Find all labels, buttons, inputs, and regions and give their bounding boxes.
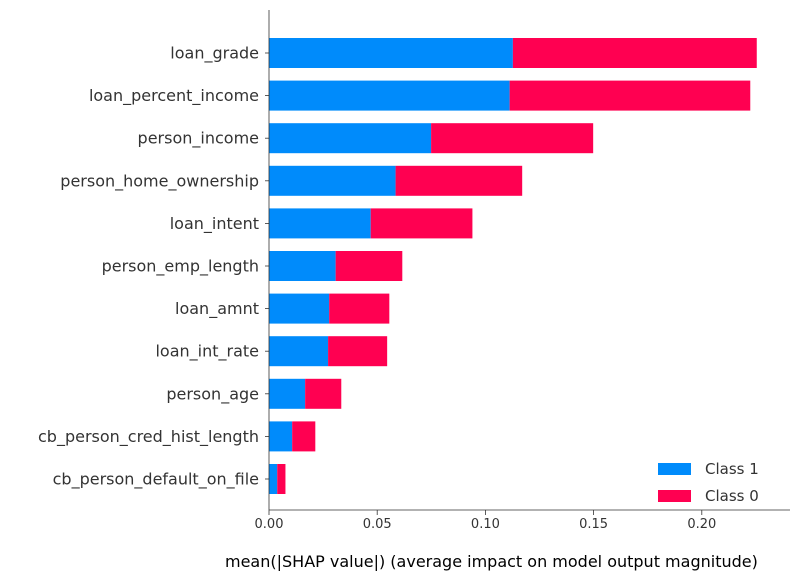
- bar-loan_grade-class-0: [512, 38, 757, 68]
- category-label: cb_person_default_on_file: [53, 470, 259, 490]
- legend-label: Class 0: [705, 487, 759, 505]
- bar-loan_percent_income-class-0: [509, 80, 751, 111]
- bar-cb_person_cred_hist_length-class-0: [292, 421, 316, 452]
- category-label: person_income: [138, 129, 259, 149]
- bar-person_age-class-0: [305, 378, 342, 409]
- bar-loan_grade-class-1: [269, 38, 513, 68]
- bar-loan_percent_income-class-1: [269, 80, 510, 111]
- bar-person_emp_length-class-1: [269, 251, 336, 281]
- category-label: loan_int_rate: [155, 342, 259, 362]
- category-label: person_home_ownership: [60, 171, 259, 191]
- category-label: loan_intent: [170, 214, 259, 234]
- bar-person_income-class-0: [431, 123, 594, 154]
- x-tick-label: 0.20: [687, 517, 716, 532]
- legend: Class 1 Class 0: [658, 460, 759, 505]
- bar-cb_person_default_on_file-class-1: [269, 464, 278, 494]
- bar-loan_intent-class-0: [370, 208, 473, 239]
- bar-cb_person_cred_hist_length-class-1: [269, 421, 293, 452]
- x-tick-label: 0.05: [363, 517, 392, 532]
- category-label: loan_amnt: [175, 299, 259, 319]
- x-tick-label: 0.10: [471, 517, 500, 532]
- bar-person_emp_length-class-0: [335, 251, 403, 281]
- bar-loan_int_rate-class-1: [269, 336, 329, 367]
- category-label: loan_percent_income: [89, 86, 259, 106]
- category-labels: loan_grade loan_percent_income person_inco…: [38, 44, 269, 490]
- category-label: person_emp_length: [102, 257, 259, 277]
- x-tick-label: 0.15: [579, 517, 608, 532]
- bar-person_home_ownership-class-1: [269, 165, 396, 196]
- bar-cb_person_default_on_file-class-0: [277, 464, 286, 494]
- bar-loan_intent-class-1: [269, 208, 371, 239]
- category-label: person_age: [166, 384, 259, 404]
- x-tick-label: 0.00: [255, 517, 284, 532]
- bars-group: [269, 38, 757, 494]
- bar-person_income-class-1: [269, 123, 432, 154]
- x-ticks: 0.00 0.05 0.10 0.15 0.20: [255, 510, 716, 532]
- category-label: loan_grade: [170, 44, 259, 64]
- bar-loan_amnt-class-1: [269, 293, 330, 324]
- category-label: cb_person_cred_hist_length: [38, 427, 259, 447]
- bar-loan_int_rate-class-0: [328, 336, 388, 367]
- legend-swatch: [658, 463, 691, 475]
- x-axis-label: mean(|SHAP value|) (average impact on mo…: [225, 552, 758, 571]
- bar-loan_amnt-class-0: [329, 293, 390, 324]
- bar-person_home_ownership-class-0: [395, 165, 523, 196]
- bar-person_age-class-1: [269, 378, 306, 409]
- legend-swatch: [658, 490, 691, 502]
- legend-label: Class 1: [705, 460, 759, 478]
